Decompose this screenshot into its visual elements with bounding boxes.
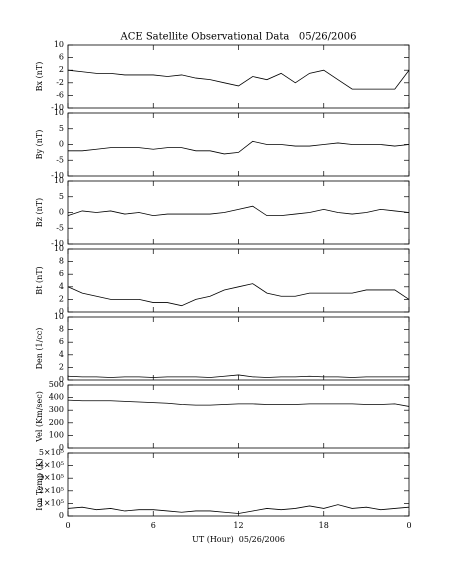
y-tick-label: 6	[59, 269, 64, 278]
data-line	[67, 205, 410, 217]
y-tick-label: 10	[54, 312, 64, 321]
y-tick-label: 0	[59, 375, 64, 384]
panel-frame	[67, 384, 410, 449]
y-axis-label: Bx (nT)	[35, 62, 44, 92]
y-tick-label: 5×10⁵	[39, 448, 64, 457]
y-axis-label: Den (1/cc)	[35, 328, 44, 370]
data-line	[67, 504, 410, 514]
y-tick-label: 400	[49, 393, 64, 402]
y-tick-label: 10	[54, 40, 64, 49]
panel-frame	[67, 452, 410, 517]
y-tick-label: 0	[59, 511, 64, 520]
y-axis-label: By (nT)	[35, 130, 44, 160]
y-tick-label: 6	[59, 337, 64, 346]
y-axis-label: Bt (nT)	[35, 266, 44, 294]
y-tick-label: -2	[56, 78, 64, 87]
x-tick-label: 0	[65, 521, 70, 530]
y-tick-label: 0	[59, 307, 64, 316]
y-axis-label: Ion Temp (K)	[35, 458, 44, 511]
x-axis-label: UT (Hour) 05/26/2006	[192, 535, 285, 544]
y-tick-label: 3×10⁵	[39, 473, 64, 482]
y-tick-label: 6	[59, 53, 64, 62]
y-tick-label: 10	[54, 176, 64, 185]
x-tick-label: 18	[319, 521, 329, 530]
y-tick-label: -10	[51, 103, 64, 112]
x-tick-label: 6	[151, 521, 156, 530]
y-tick-label: -5	[56, 223, 64, 232]
chart-title: ACE Satellite Observational Data 05/26/2…	[119, 32, 356, 43]
y-tick-label: -10	[51, 171, 64, 180]
y-tick-label: -5	[56, 155, 64, 164]
data-line	[68, 140, 410, 155]
data-line	[67, 283, 410, 307]
y-tick-label: 4×10⁵	[39, 461, 64, 470]
panel-frame	[67, 44, 410, 109]
y-tick-label: -10	[51, 239, 64, 248]
y-tick-label: 4	[59, 350, 64, 359]
data-line	[67, 69, 410, 90]
y-tick-label: 10	[54, 108, 64, 117]
x-tick-label: 12	[233, 521, 243, 530]
y-axis-label: Bz (nT)	[35, 198, 44, 227]
y-tick-label: 8	[59, 325, 64, 334]
y-tick-label: 200	[49, 418, 64, 427]
y-tick-label: 5	[59, 124, 64, 133]
y-tick-label: 5	[59, 192, 64, 201]
y-tick-label: 0	[59, 140, 64, 149]
data-line	[67, 399, 410, 407]
y-tick-label: 2×10⁵	[39, 486, 64, 495]
y-tick-label: 8	[59, 257, 64, 266]
y-tick-label: 1×10⁵	[39, 498, 64, 507]
y-axis-label: Vel (Km/sec)	[35, 391, 44, 443]
y-tick-label: 500	[49, 380, 64, 389]
panel-frame	[67, 316, 410, 381]
y-tick-label: 2	[59, 65, 64, 74]
x-tick-label: 0	[406, 521, 411, 530]
y-tick-label: 300	[49, 405, 64, 414]
y-tick-label: 100	[49, 430, 64, 439]
y-tick-label: 10	[54, 244, 64, 253]
y-tick-label: 2	[59, 362, 64, 371]
y-tick-label: 0	[59, 208, 64, 217]
y-tick-label: 2	[59, 294, 64, 303]
y-tick-label: -6	[56, 90, 64, 99]
y-tick-label: 4	[59, 282, 64, 291]
panel-frame	[67, 248, 410, 313]
y-tick-label: 0	[59, 443, 64, 452]
data-line	[67, 374, 409, 378]
